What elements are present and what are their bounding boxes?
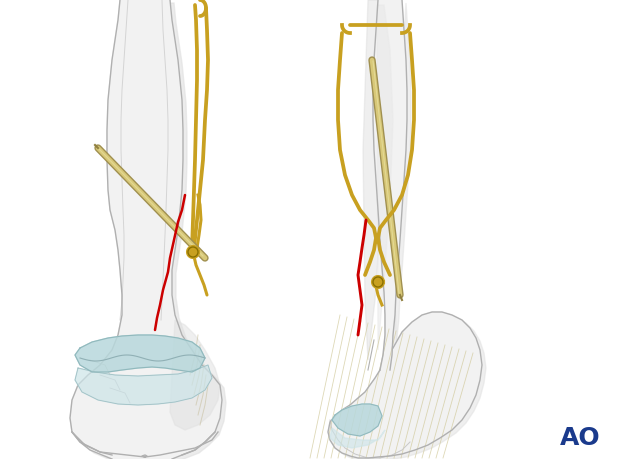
Polygon shape [363,0,385,360]
Polygon shape [332,3,486,459]
Polygon shape [377,5,393,350]
Text: AO: AO [559,426,600,450]
Polygon shape [170,320,220,430]
Polygon shape [75,335,205,372]
Polygon shape [74,3,226,459]
Circle shape [373,277,383,287]
Polygon shape [373,0,407,370]
Polygon shape [332,404,382,436]
Polygon shape [330,428,385,448]
Polygon shape [70,0,222,459]
Polygon shape [328,312,482,458]
Polygon shape [75,365,212,405]
Circle shape [188,247,198,257]
